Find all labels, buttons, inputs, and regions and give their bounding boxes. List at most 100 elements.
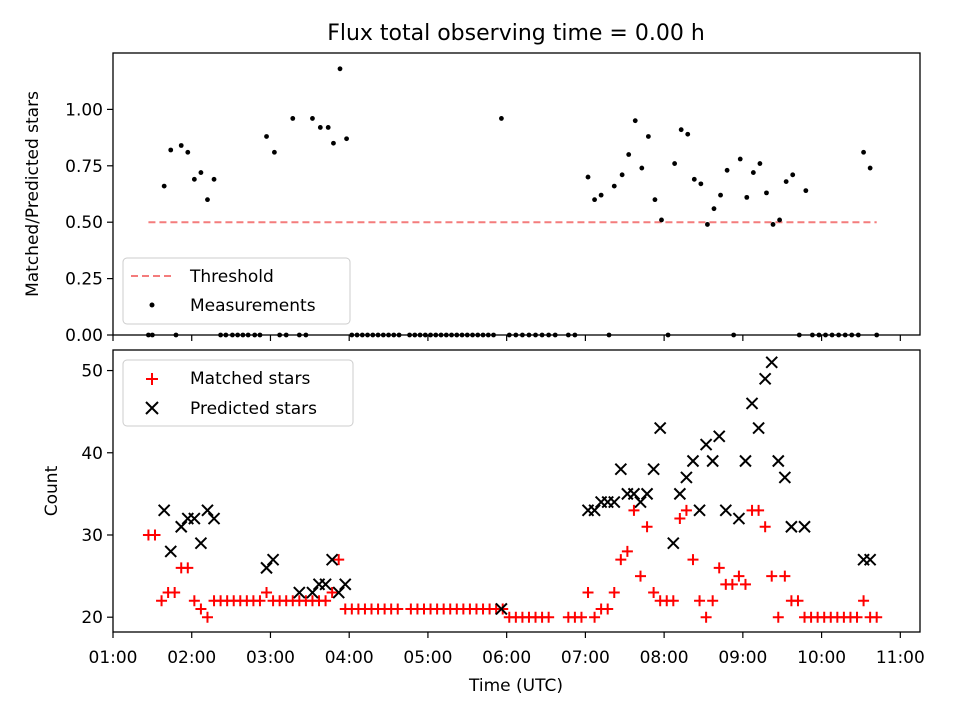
legend-measurements-label: Measurements — [190, 296, 316, 316]
measurement-point — [619, 172, 625, 178]
measurement-point — [672, 161, 678, 166]
predicted-star-point — [765, 356, 778, 369]
ratio-legend-frame — [122, 257, 351, 325]
count-legend-frame — [122, 359, 354, 427]
measurement-point — [764, 190, 769, 196]
ratio-y-tick-label: 0.00 — [65, 326, 103, 346]
predicted-star-point — [798, 520, 811, 533]
predicted-star-point — [713, 430, 726, 443]
measurement-point — [645, 134, 651, 139]
matched-star-point — [575, 611, 587, 623]
predicted-star-point — [686, 454, 700, 468]
count-x-axis-label: Time (UTC) — [468, 676, 563, 696]
count-x-tick-label: 02:00 — [167, 648, 216, 668]
matched-star-point — [182, 562, 194, 574]
measurement-point — [191, 176, 197, 182]
ratio-legend: Threshold Measurements — [122, 257, 351, 325]
measurement-point — [626, 152, 632, 157]
count-x-tick-label: 08:00 — [640, 648, 689, 668]
predicted-star-point — [164, 545, 177, 558]
predicted-star-point — [614, 463, 628, 476]
predicted-star-point — [739, 454, 752, 468]
measurement-point — [161, 183, 167, 189]
count-x-tick-label: 06:00 — [482, 648, 531, 668]
matched-star-point — [753, 504, 765, 516]
count-x-tick-label: 01:00 — [89, 648, 138, 668]
matched-star-point — [392, 603, 404, 615]
measurement-point — [803, 188, 809, 194]
predicted-star-point — [732, 512, 746, 525]
ratio-x-ticks — [112, 335, 901, 341]
matched-star-point — [858, 595, 870, 607]
count-x-tick-label: 10:00 — [797, 648, 846, 668]
predicted-star-point — [647, 463, 660, 476]
matched-star-point — [739, 578, 751, 590]
matched-star-point — [871, 611, 883, 623]
predicted-star-point — [293, 586, 306, 599]
matched-star-point — [608, 587, 620, 599]
matched-star-point — [628, 504, 640, 516]
measurement-point — [310, 116, 315, 121]
predicted-star-point — [588, 504, 601, 517]
matched-star-point — [700, 611, 712, 623]
measurement-point — [178, 143, 184, 148]
matched-star-point — [680, 504, 692, 516]
measurement-point — [185, 149, 191, 155]
predicted-star-point — [332, 586, 345, 599]
ratio-y-axis-label: Matched/Predicted stars — [23, 91, 43, 297]
predicted-star-point — [758, 372, 772, 385]
legend-matched-label: Matched stars — [190, 369, 310, 389]
matched-star-point — [149, 529, 161, 541]
measurement-point — [264, 134, 269, 139]
predicted-star-point — [653, 421, 667, 435]
matched-star-point — [772, 611, 784, 623]
measurement-point — [750, 170, 756, 175]
predicted-star-point — [188, 512, 201, 525]
measurement-point — [652, 197, 658, 203]
measurement-point — [783, 179, 789, 184]
matched-star-point — [333, 554, 345, 566]
matched-star-point — [635, 570, 647, 582]
measurement-point — [777, 217, 782, 223]
ratio-panel-frame — [112, 52, 921, 336]
count-marks — [142, 356, 883, 623]
predicted-star-point — [640, 487, 654, 501]
measurement-point — [290, 116, 296, 121]
legend-threshold-label: Threshold — [189, 267, 274, 287]
legend-predicted-swatch — [145, 401, 159, 415]
predicted-star-point — [719, 504, 733, 517]
measurement-point — [632, 118, 638, 124]
measurement-point — [344, 136, 349, 142]
matched-star-point — [687, 554, 699, 566]
measurement-point — [691, 176, 697, 182]
measurement-point — [685, 131, 691, 137]
count-y-axis-label: Count — [42, 465, 62, 516]
measurement-point — [168, 147, 174, 153]
ratio-panel: 0.00 0.25 0.50 0.75 1.00 Matched/Predicted s… — [23, 52, 921, 346]
matched-star-point — [589, 611, 601, 623]
measurement-point — [867, 165, 873, 171]
matched-star-point — [792, 595, 804, 607]
measurement-point — [325, 125, 331, 130]
predicted-star-point — [260, 561, 273, 575]
matched-star-point — [713, 562, 725, 574]
predicted-star-point — [495, 602, 508, 616]
ratio-y-tick-label: 0.25 — [65, 270, 103, 290]
predicted-star-point — [745, 397, 759, 410]
predicted-star-point — [699, 438, 713, 451]
count-x-tick-label: 05:00 — [403, 648, 452, 668]
matched-star-point — [726, 578, 738, 590]
matched-star-point — [195, 603, 207, 615]
predicted-star-point — [207, 512, 221, 525]
matched-star-point — [759, 521, 771, 533]
measurement-point — [317, 125, 323, 130]
matched-star-point — [667, 595, 679, 607]
count-y-tick-label: 30 — [81, 526, 103, 546]
ratio-y-tick-label: 0.75 — [65, 157, 103, 177]
matched-star-point — [851, 611, 863, 623]
measurement-point — [659, 217, 664, 223]
measurement-point — [744, 194, 750, 200]
chart-title: Flux total observing time = 0.00 h — [327, 21, 705, 46]
measurement-point — [331, 140, 336, 146]
